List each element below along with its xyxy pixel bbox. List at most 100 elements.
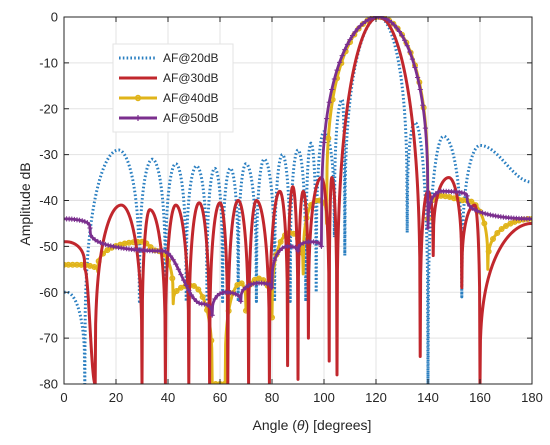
series-line-af20db [64, 16, 532, 384]
series-marker-af50db [337, 59, 343, 66]
x-tick-label: 20 [109, 390, 123, 405]
series-marker-af50db [370, 16, 376, 21]
legend-marker-af50db [135, 115, 141, 121]
series-marker-af40db [212, 381, 219, 384]
series-marker-af50db [227, 290, 233, 296]
series-marker-af50db [342, 47, 348, 53]
series-marker-af50db [97, 240, 103, 246]
series-marker-af40db [468, 198, 475, 205]
series-marker-af50db [417, 86, 423, 93]
series-marker-af50db [175, 266, 181, 272]
series-marker-af50db [212, 296, 218, 302]
series-marker-af50db [300, 240, 306, 246]
series-marker-af50db [248, 281, 254, 287]
series-marker-af50db [355, 25, 361, 32]
x-tick-label: 0 [60, 390, 67, 405]
series-marker-af50db [290, 244, 296, 250]
series-marker-af50db [334, 67, 340, 73]
series-marker-af50db [178, 271, 184, 278]
series-marker-af50db [77, 217, 83, 223]
series-marker-af50db [326, 99, 332, 105]
series-marker-af50db [394, 25, 400, 31]
series-marker-af50db [381, 16, 387, 21]
legend-label-af30db: AF@30dB [163, 71, 219, 85]
series-marker-af50db [264, 281, 270, 287]
y-tick-label: -20 [39, 101, 58, 116]
series-marker-af50db [84, 220, 90, 226]
series-marker-af50db [477, 209, 483, 215]
series-marker-af50db [230, 290, 236, 296]
series-marker-af50db [79, 218, 85, 224]
series-marker-af40db [238, 280, 245, 287]
series-marker-af50db [295, 248, 301, 254]
series-marker-af50db [422, 125, 428, 131]
series-marker-af50db [246, 282, 252, 289]
series-marker-af50db [313, 239, 319, 245]
series-marker-af50db [402, 37, 408, 43]
series-marker-af50db [292, 244, 298, 251]
series-marker-af50db [404, 43, 410, 49]
series-marker-af50db [412, 64, 418, 71]
series-marker-af50db [277, 247, 283, 254]
series-marker-af40db [199, 293, 206, 300]
legend-label-af20db: AF@20dB [163, 51, 219, 65]
series-marker-af50db [350, 32, 356, 39]
series-marker-af40db [494, 230, 501, 237]
plot-area [64, 16, 532, 384]
series-marker-af40db [173, 287, 180, 294]
series-marker-af50db [173, 261, 179, 267]
series-marker-af50db [191, 296, 197, 302]
series-marker-af50db [238, 298, 244, 305]
series-marker-af50db [428, 199, 434, 205]
series-marker-af40db [169, 275, 176, 282]
series-marker-af50db [316, 240, 322, 246]
series-marker-af50db [82, 218, 88, 225]
series-marker-af50db [329, 86, 335, 93]
series-marker-af50db [108, 243, 114, 249]
series-marker-af50db [321, 139, 327, 146]
series-marker-af50db [344, 41, 350, 47]
series-marker-af50db [487, 212, 493, 218]
series-marker-af40db [104, 247, 111, 254]
series-marker-af40db [481, 220, 488, 227]
series-marker-af50db [409, 56, 415, 62]
series-marker-af50db [430, 194, 436, 200]
series-marker-af40db [490, 235, 497, 242]
series-marker-af40db [277, 238, 284, 245]
series-marker-af50db [170, 257, 176, 263]
series-marker-af50db [357, 23, 363, 29]
x-tick-label: 120 [365, 390, 387, 405]
series-marker-af50db [352, 29, 358, 35]
x-tick-label: 100 [313, 390, 335, 405]
y-tick-label: -60 [39, 285, 58, 300]
series-marker-af50db [181, 277, 187, 283]
series-marker-af50db [482, 211, 488, 217]
x-tick-label: 60 [213, 390, 227, 405]
series-marker-af50db [274, 251, 280, 257]
series-marker-af50db [266, 281, 272, 288]
x-tick-label: 40 [161, 390, 175, 405]
axes: 0 20 40 60 80 100 120 140 160 180 0 -10 -20 -30 -40 -50… [39, 10, 543, 406]
series-marker-af50db [461, 190, 467, 196]
y-tick-label: -30 [39, 147, 58, 162]
series-marker-af50db [186, 287, 192, 294]
series-marker-af50db [269, 285, 275, 291]
series-marker-af50db [103, 241, 109, 248]
series-marker-af50db [183, 282, 189, 289]
series-marker-af50db [165, 250, 171, 256]
x-tick-label: 140 [417, 390, 439, 405]
legend-label-af50db: AF@50dB [163, 111, 219, 125]
series-marker-af50db [485, 211, 491, 217]
series-marker-af50db [529, 216, 532, 222]
series-group [64, 16, 532, 384]
series-marker-af50db [272, 257, 278, 263]
series-marker-af50db [391, 22, 397, 28]
series-marker-af50db [459, 190, 465, 196]
series-marker-af50db [87, 225, 93, 231]
series-marker-af50db [207, 303, 213, 310]
series-marker-af50db [472, 207, 478, 213]
series-marker-af50db [420, 102, 426, 108]
series-marker-af40db [503, 222, 510, 229]
